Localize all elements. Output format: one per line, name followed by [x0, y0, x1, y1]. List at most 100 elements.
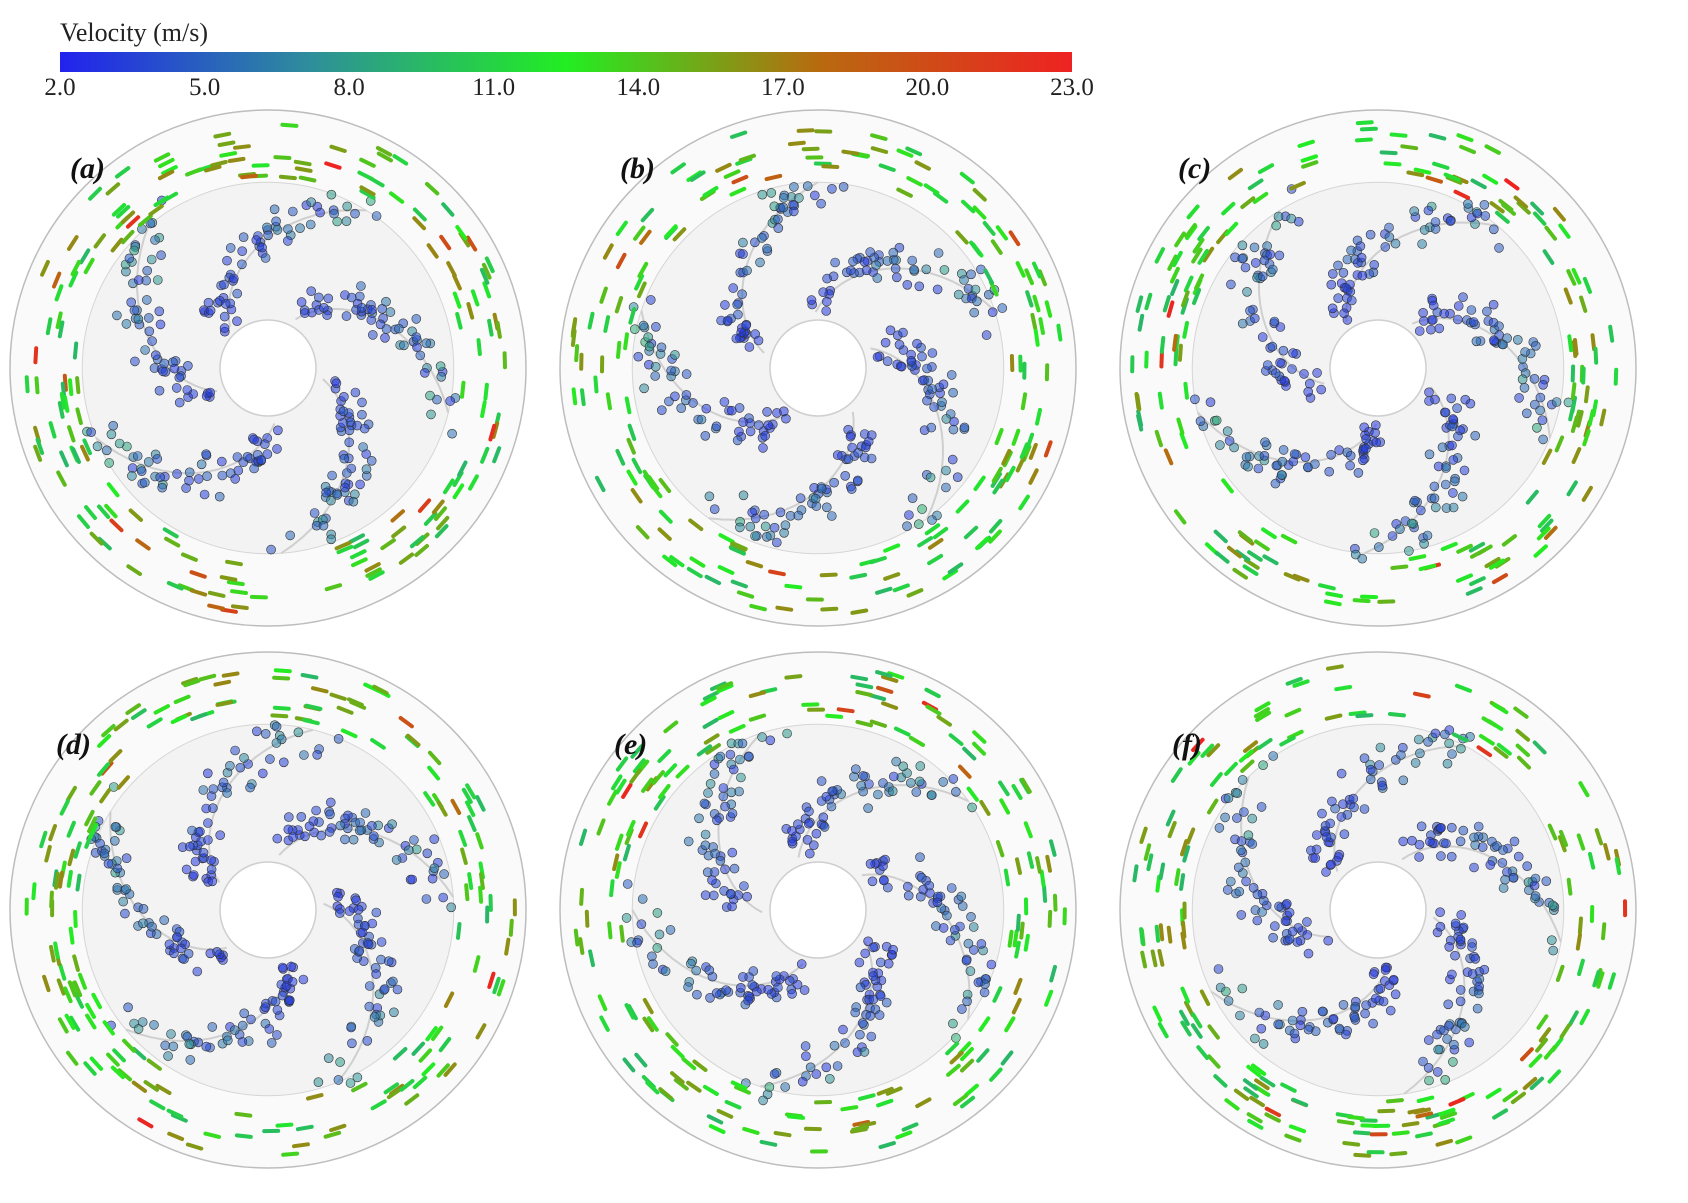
- velocity-vector: [869, 556, 887, 565]
- velocity-vector: [212, 946, 222, 957]
- velocity-vector: [832, 1061, 843, 1071]
- hub-opening: [219, 319, 317, 417]
- velocity-vector: [1435, 1138, 1453, 1147]
- velocity-vector: [670, 1044, 685, 1059]
- velocity-vector: [73, 841, 82, 859]
- velocity-vector: [686, 958, 696, 969]
- velocity-vector: [888, 247, 899, 258]
- velocity-vector: [983, 268, 994, 285]
- velocity-vector: [412, 1075, 428, 1090]
- velocity-vector: [854, 957, 865, 968]
- velocity-vector: [1414, 852, 1424, 862]
- velocity-vector: [1530, 891, 1541, 901]
- velocity-vector: [53, 941, 60, 960]
- velocity-vector: [1195, 416, 1206, 427]
- velocity-vector: [1428, 300, 1439, 311]
- velocity-vector: [1415, 748, 1425, 759]
- velocity-vector: [773, 982, 783, 993]
- velocity-vector: [72, 980, 83, 998]
- velocity-vector: [344, 425, 355, 436]
- velocity-vector: [1489, 335, 1499, 346]
- velocity-vector: [1224, 436, 1235, 446]
- velocity-vector: [998, 780, 1010, 797]
- velocity-vector: [976, 939, 987, 949]
- velocity-vector: [1369, 259, 1379, 270]
- velocity-vector: [1282, 898, 1292, 909]
- velocity-vector: [1019, 442, 1029, 460]
- velocity-vector: [380, 332, 390, 343]
- velocity-vector: [1184, 1000, 1195, 1017]
- velocity-vector: [198, 847, 209, 858]
- velocity-vector: [868, 693, 887, 702]
- velocity-vector: [773, 1131, 792, 1138]
- velocity-vector: [1542, 249, 1555, 265]
- velocity-vector: [159, 915, 169, 926]
- velocity-vector: [1237, 530, 1253, 543]
- velocity-vector: [1452, 403, 1462, 414]
- velocity-vector: [1157, 1022, 1169, 1039]
- velocity-vector: [738, 490, 749, 501]
- velocity-vector: [62, 395, 70, 413]
- velocity-vector: [357, 170, 374, 181]
- velocity-vector: [1292, 679, 1310, 688]
- velocity-vector: [1454, 683, 1472, 693]
- velocity-vector: [372, 684, 389, 696]
- velocity-vector: [1150, 949, 1158, 968]
- velocity-vector: [376, 937, 387, 947]
- velocity-vector: [488, 423, 497, 442]
- velocity-vector: [1457, 491, 1468, 502]
- velocity-vector: [215, 830, 225, 841]
- velocity-vector: [1214, 550, 1230, 564]
- velocity-vector: [249, 594, 268, 600]
- velocity-vector: [137, 1017, 148, 1027]
- velocity-vector: [1132, 864, 1139, 883]
- velocity-vector: [915, 852, 925, 863]
- velocity-vector: [272, 675, 291, 681]
- velocity-vector: [1409, 206, 1419, 216]
- velocity-vector: [137, 1117, 154, 1129]
- velocity-vector: [304, 703, 323, 711]
- velocity-vector: [219, 279, 229, 290]
- velocity-vector: [917, 375, 928, 386]
- velocity-vector: [230, 474, 240, 484]
- velocity-vector: [164, 536, 181, 548]
- velocity-vector: [67, 235, 79, 251]
- velocity-vector: [894, 339, 905, 350]
- velocity-vector: [1181, 290, 1190, 308]
- velocity-vector: [1535, 1037, 1548, 1053]
- velocity-vector: [637, 894, 648, 904]
- velocity-vector: [1284, 1133, 1302, 1143]
- velocity-vector: [1253, 463, 1264, 474]
- impeller-panel-a: [9, 109, 527, 627]
- velocity-vector: [48, 421, 57, 439]
- velocity-vector: [941, 482, 951, 493]
- velocity-vector: [1510, 1091, 1526, 1105]
- velocity-vector: [768, 569, 786, 577]
- velocity-vector: [102, 1020, 115, 1036]
- velocity-vector: [110, 835, 120, 846]
- velocity-vector: [351, 1081, 368, 1093]
- velocity-vector: [788, 206, 799, 217]
- velocity-vector: [1424, 449, 1435, 460]
- velocity-vector: [89, 531, 104, 546]
- velocity-vector: [59, 391, 66, 410]
- velocity-vector: [797, 1076, 808, 1087]
- velocity-vector: [1480, 211, 1491, 221]
- velocity-vector: [425, 390, 435, 401]
- velocity-vector: [621, 913, 632, 923]
- velocity-vector: [49, 944, 56, 963]
- velocity-vector: [52, 271, 62, 289]
- velocity-vector: [155, 472, 165, 483]
- velocity-vector: [327, 470, 337, 481]
- velocity-vector: [1184, 223, 1197, 239]
- velocity-vector: [826, 801, 837, 812]
- velocity-vector: [992, 478, 1005, 495]
- velocity-vector: [305, 219, 316, 230]
- velocity-vector: [439, 234, 452, 251]
- velocity-vector: [1488, 317, 1499, 328]
- velocity-vector: [417, 498, 432, 513]
- velocity-vector: [1310, 459, 1320, 469]
- velocity-vector: [1517, 755, 1531, 770]
- velocity-vector: [1238, 749, 1254, 763]
- velocity-vector: [803, 818, 814, 829]
